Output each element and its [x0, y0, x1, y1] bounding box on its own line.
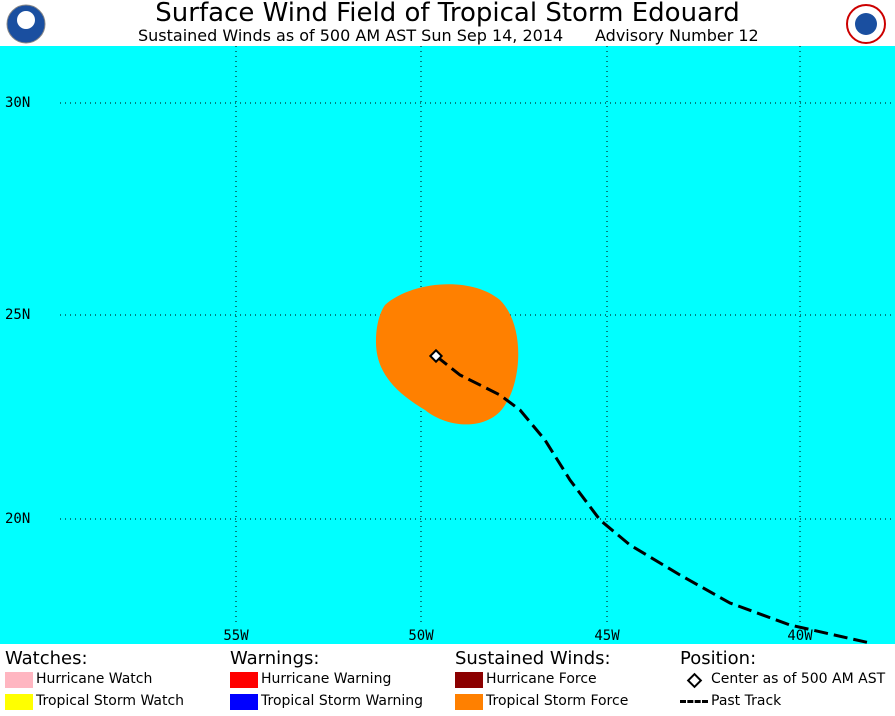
nws-logo-inner — [855, 13, 877, 35]
tropical-storm-wind-field — [375, 284, 519, 425]
legend-swatch — [230, 672, 258, 688]
lon-label: 50W — [408, 628, 434, 644]
legend-swatch — [230, 694, 258, 710]
lon-label: 55W — [223, 628, 249, 644]
legend-swatch — [455, 672, 483, 688]
track-icon — [680, 700, 708, 703]
logos — [6, 4, 886, 44]
map: 30N 25N 20N 55W 50W 45W 40W — [0, 46, 895, 644]
advisory: Advisory Number 12 — [595, 26, 759, 45]
legend-heading: Watches: — [5, 648, 88, 669]
legend-label: Hurricane Warning — [261, 671, 392, 687]
lon-label: 45W — [594, 628, 620, 644]
legend-swatch — [455, 694, 483, 710]
lat-label: 20N — [5, 511, 30, 527]
subtitle: Sustained Winds as of 500 AM AST Sun Sep… — [138, 26, 564, 45]
legend-heading: Sustained Winds: — [455, 648, 611, 669]
legend-label: Hurricane Force — [486, 671, 597, 687]
storm-center — [428, 348, 444, 364]
noaa-logo-inner — [17, 11, 35, 29]
legend-label: Hurricane Watch — [36, 671, 153, 687]
legend-label: Tropical Storm Warning — [261, 693, 423, 709]
center-icon — [686, 672, 703, 689]
legend-label: Tropical Storm Force — [486, 693, 629, 709]
legend-label: Tropical Storm Watch — [36, 693, 185, 709]
legend-label: Past Track — [711, 693, 782, 709]
lon-label: 40W — [787, 628, 813, 644]
legend-heading: Warnings: — [230, 648, 320, 669]
legend-label: Center as of 500 AM AST — [711, 671, 886, 687]
legend-swatch — [5, 672, 33, 688]
title: Surface Wind Field of Tropical Storm Edo… — [155, 0, 740, 28]
legend-swatch — [5, 694, 33, 710]
lat-label: 30N — [5, 95, 30, 111]
lat-label: 25N — [5, 307, 30, 323]
legend-heading: Position: — [680, 648, 757, 669]
past-track — [435, 354, 871, 644]
